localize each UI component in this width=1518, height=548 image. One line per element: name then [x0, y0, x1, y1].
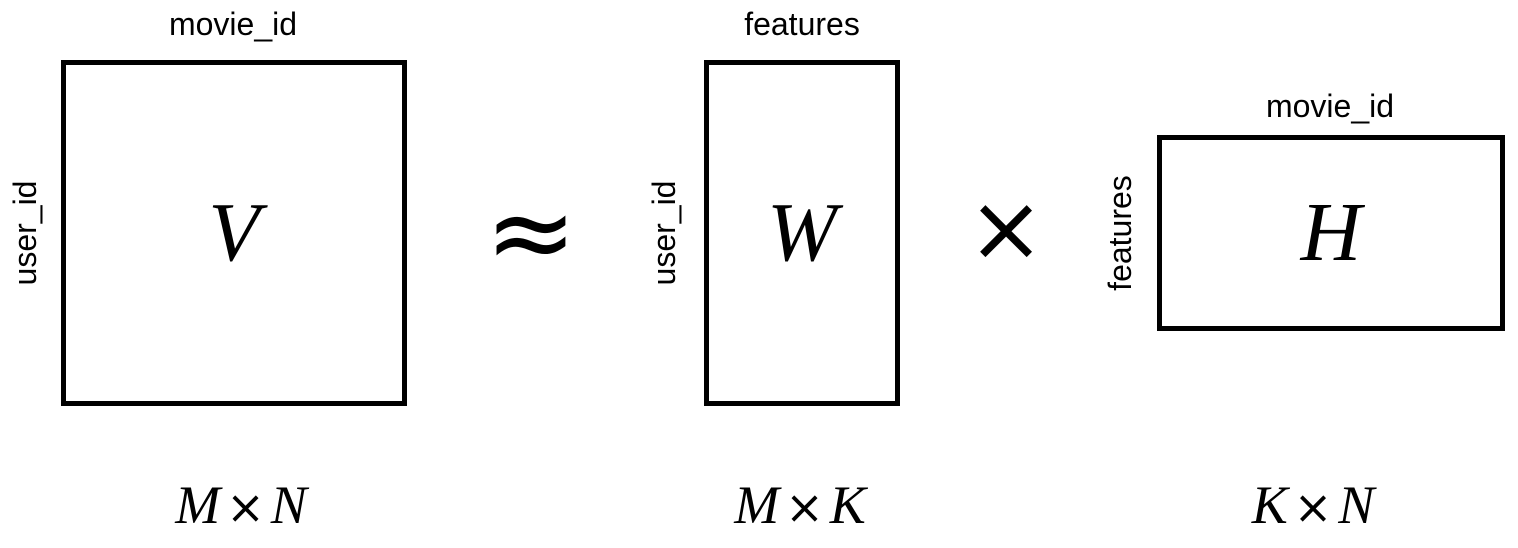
matrix-v-symbol: V [208, 186, 260, 279]
matrix-w-box: W [704, 60, 900, 406]
matrix-h-dim-times: × [1293, 480, 1333, 534]
matrix-v-row-label: user_id [7, 180, 43, 286]
matrix-v-dimensions: M × N [175, 478, 307, 532]
matrix-h-dim-rows: K [1251, 475, 1288, 535]
matrix-v-column-label: movie_id [168, 6, 298, 42]
times-operator: × [967, 175, 1045, 282]
matrix-v-dim-rows: M [175, 475, 221, 535]
matrix-w-dimensions: M × K [734, 478, 866, 532]
matrix-w-dim-rows: M [734, 475, 780, 535]
matrix-h-symbol: H [1300, 186, 1362, 279]
matrix-h-column-label: movie_id [1265, 88, 1395, 124]
approx-operator: ≈ [484, 168, 578, 296]
matrix-h-dim-cols: N [1338, 475, 1375, 535]
matrix-h-row-label: features [1102, 175, 1138, 291]
matrix-v-dim-times: × [226, 480, 265, 534]
matrix-w-dim-times: × [785, 480, 824, 534]
matrix-h-box: H [1157, 135, 1505, 331]
matrix-h-dimensions: K × N [1252, 478, 1375, 532]
matrix-w-dim-cols: K [829, 475, 866, 535]
matrix-w-row-label: user_id [646, 180, 682, 286]
matrix-w-column-label: features [744, 6, 860, 42]
matrix-w-symbol: W [767, 186, 837, 279]
matrix-v-box: V [61, 60, 407, 406]
matrix-v-dim-cols: N [270, 475, 307, 535]
